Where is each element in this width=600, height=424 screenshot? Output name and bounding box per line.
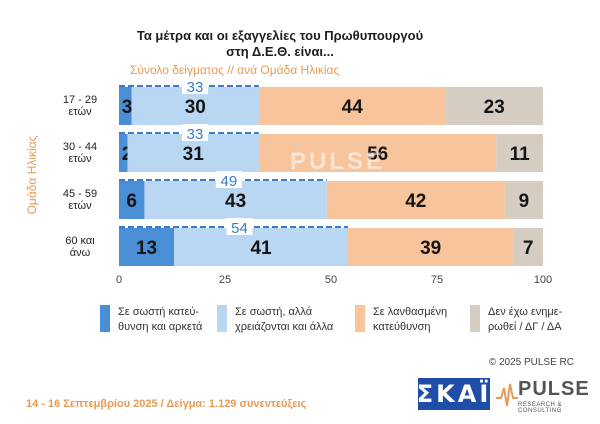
data-label: 44 (342, 97, 364, 118)
data-label: 56 (367, 144, 388, 165)
data-label: 2 (122, 144, 133, 165)
bar-segment (326, 181, 505, 219)
bar-segment (504, 181, 543, 219)
legend-swatch (217, 305, 227, 332)
x-tick-label: 25 (219, 274, 231, 286)
x-tick-label: 50 (325, 274, 337, 286)
x-tick-label: 100 (534, 274, 552, 286)
data-label: 42 (405, 191, 426, 212)
data-label: 11 (510, 144, 531, 165)
skai-logo: ΣΚΑΪ (416, 378, 492, 410)
bar-segment (119, 181, 145, 219)
pulse-wave-icon (496, 383, 518, 407)
copyright-text: © 2025 PULSE RC (488, 357, 574, 368)
positive-total-bg (181, 124, 208, 141)
chart-title: Τα μέτρα και οι εξαγγελίες του Πρωθυπουρ… (136, 28, 424, 59)
data-label: 7 (523, 238, 534, 259)
legend-swatch (470, 305, 480, 332)
x-tick-label: 75 (431, 274, 443, 286)
legend-item: Σε σωστή κατεύ- θυνση και αρκετά (100, 305, 202, 335)
legend-label: Σε σωστή κατεύ- θυνση και αρκετά (118, 306, 203, 333)
pulse-logo-text: PULSE (518, 378, 590, 400)
legend-swatch (100, 305, 110, 332)
positive-total-label: 33 (187, 126, 204, 143)
category-label: 60 και άνω (65, 235, 95, 259)
data-label: 13 (136, 238, 157, 259)
legend-item: Σε σωστή, αλλά χρειάζονται και άλλα (217, 305, 333, 335)
data-label: 30 (185, 97, 206, 118)
pulse-logo: PULSE RESEARCH & CONSULTING (496, 378, 596, 416)
positive-total-bg (215, 171, 242, 188)
legend: Σε σωστή κατεύ- θυνση και αρκετά Σε σωστή… (0, 305, 600, 355)
bar-segment (445, 87, 543, 125)
legend-swatch (355, 305, 365, 332)
positive-total-label: 49 (221, 173, 238, 190)
bar-segment (513, 228, 543, 266)
bar-segment (496, 134, 543, 172)
data-label: 6 (126, 191, 137, 212)
legend-item: Δεν έχω ενημε- ρωθεί / ΔΓ / ΔΑ (470, 305, 562, 335)
bar-segment (258, 134, 497, 172)
legend-label: Σε λανθασμένη κατεύθυνση (373, 306, 448, 333)
bar-segment (119, 134, 128, 172)
bar-segment (119, 87, 132, 125)
data-label: 3 (122, 97, 133, 118)
data-label: 23 (484, 97, 505, 118)
legend-label: Σε σωστή, αλλά χρειάζονται και άλλα (235, 306, 334, 333)
legend-item: Σε λανθασμένη κατεύθυνση (355, 305, 447, 335)
survey-date-and-sample: 14 - 16 Σεπτεμβρίου 2025 / Δείγμα: 1.129… (26, 398, 307, 410)
positive-total-bg (226, 218, 253, 235)
positive-total-bg (181, 77, 208, 94)
data-label: 43 (225, 191, 246, 212)
data-label: 9 (519, 191, 530, 212)
legend-label: Δεν έχω ενημε- ρωθεί / ΔΓ / ΔΑ (488, 306, 563, 333)
bar-segment (258, 87, 446, 125)
bar-segment (174, 228, 348, 266)
pulse-logo-subtitle: RESEARCH & CONSULTING (518, 402, 563, 414)
x-tick-label: 0 (116, 274, 122, 286)
positive-total-label: 33 (187, 79, 204, 96)
bar-segment (119, 228, 175, 266)
stacked-bar-chart: 17 - 29 ετών 30 - 44 ετών 45 - 59 ετών 60 και ά… (63, 77, 552, 286)
bar-segment (347, 228, 514, 266)
category-label: 17 - 29 ετών (63, 94, 97, 118)
positive-total-label: 54 (231, 220, 248, 237)
data-label: 31 (183, 144, 205, 165)
category-label: 45 - 59 ετών (63, 188, 97, 212)
category-label: 30 - 44 ετών (63, 141, 97, 165)
data-label: 41 (250, 238, 272, 259)
data-label: 39 (420, 238, 441, 259)
chart-subtitle: Σύνολο δείγματος // ανά Ομάδα Ηλικίας (130, 63, 340, 77)
